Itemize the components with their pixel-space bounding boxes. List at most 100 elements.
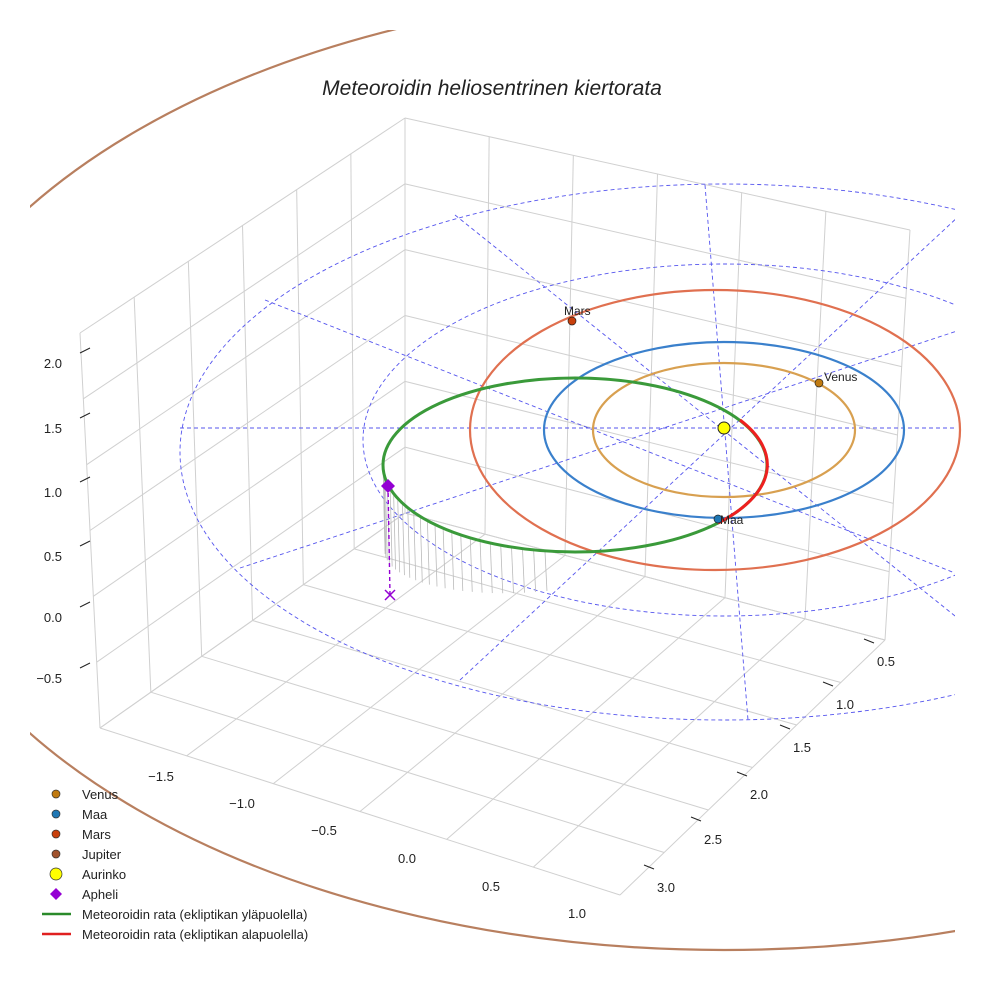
drop-line xyxy=(419,516,423,583)
y-tick-label: 2.0 xyxy=(750,787,768,802)
x-tick-label: −0.5 xyxy=(311,823,337,838)
z-tick xyxy=(79,662,91,669)
z-tick xyxy=(79,476,91,483)
planet-venus xyxy=(814,378,824,388)
y-tick-label: 1.5 xyxy=(793,740,811,755)
orbit-mars xyxy=(468,288,962,572)
z-tick-label: −0.5 xyxy=(36,671,62,686)
x-tick-label: −1.5 xyxy=(148,769,174,784)
aphelion-projection-marker xyxy=(384,589,396,601)
grid-line xyxy=(150,691,665,853)
axes-grid xyxy=(79,117,911,896)
reference-circle xyxy=(362,263,984,617)
grid-line xyxy=(99,727,621,896)
drop-line xyxy=(407,507,411,578)
drop-line xyxy=(397,498,401,573)
legend-label: Meteoroidin rata (ekliptikan alapuolella… xyxy=(82,927,308,942)
drop-line xyxy=(489,543,493,594)
meteoroid-orbit-above xyxy=(381,376,769,554)
y-tick xyxy=(643,864,655,870)
y-tick-label: 1.0 xyxy=(836,697,854,712)
clip-right xyxy=(955,0,984,984)
drop-line xyxy=(426,520,430,585)
grid-line xyxy=(884,229,911,641)
y-tick-label: 2.5 xyxy=(704,832,722,847)
x-tick-label: 0.0 xyxy=(398,851,416,866)
z-tick-label: 0.5 xyxy=(44,549,62,564)
z-tick xyxy=(79,601,91,608)
drop-line xyxy=(384,478,388,561)
grid-line xyxy=(96,446,406,663)
z-tick-label: 0.0 xyxy=(44,610,62,625)
legend-marker xyxy=(51,809,61,819)
label-maa: Maa xyxy=(720,513,744,527)
grid-line xyxy=(350,153,355,549)
drop-line xyxy=(434,524,438,587)
grid-line xyxy=(93,380,406,597)
legend-label: Apheli xyxy=(82,887,118,902)
drop-line xyxy=(469,537,473,592)
drop-line xyxy=(413,512,417,581)
legend-marker xyxy=(51,849,61,859)
planet-maa xyxy=(713,514,723,524)
legend-marker xyxy=(49,867,63,881)
legend-label: Venus xyxy=(82,787,119,802)
grid-line xyxy=(99,512,406,729)
meteoroid-orbit-below xyxy=(717,418,769,525)
y-tick xyxy=(822,681,834,687)
grid-line xyxy=(532,618,806,868)
z-tick-label: 1.5 xyxy=(44,421,62,436)
z-tick xyxy=(79,540,91,547)
chart-title: Meteoroidin heliosentrinen kiertorata xyxy=(322,77,662,100)
grid-line xyxy=(619,639,886,896)
legend-label: Maa xyxy=(82,807,108,822)
orbit-jupiter xyxy=(0,0,984,951)
drop-line xyxy=(544,550,548,591)
x-tick-label: 1.0 xyxy=(568,906,586,921)
legend-label: Mars xyxy=(82,827,111,842)
z-tick xyxy=(79,412,91,419)
orbit-maa xyxy=(542,340,906,520)
reference-radial xyxy=(704,184,749,721)
clip-bottom xyxy=(0,955,984,984)
z-tick xyxy=(79,347,91,354)
drop-line xyxy=(500,545,504,594)
aphelion-marker xyxy=(381,479,395,493)
clip-top xyxy=(0,0,984,30)
y-tick xyxy=(736,771,748,777)
reference-circle xyxy=(179,183,984,721)
label-mars: Mars xyxy=(564,304,591,318)
ticks: 2.0 1.5 1.0 0.5 0.0 −0.5 −1.5 −1.0 −0.5 0.0 0.5 1.0… xyxy=(36,347,895,921)
legend-label: Aurinko xyxy=(82,867,126,882)
z-tick-label: 1.0 xyxy=(44,485,62,500)
clip-left xyxy=(0,0,30,984)
reference-radial xyxy=(454,214,961,621)
reference-radial xyxy=(459,214,961,681)
legend-label: Meteoroidin rata (ekliptikan yläpuolella… xyxy=(82,907,307,922)
legend: Venus Maa Mars Jupiter Aurinko Apheli Meteoroi… xyxy=(42,787,308,942)
drop-line xyxy=(402,503,405,576)
reference-radial xyxy=(264,299,961,576)
drop-line xyxy=(442,528,446,589)
grid-line xyxy=(296,189,304,585)
y-tick xyxy=(690,816,702,822)
planet-mars xyxy=(567,316,577,326)
legend-marker xyxy=(51,829,61,839)
sun-marker xyxy=(717,421,731,435)
y-tick xyxy=(863,638,875,644)
legend-label: Jupiter xyxy=(82,847,122,862)
drop-line xyxy=(511,547,514,594)
x-tick-label: −1.0 xyxy=(229,796,255,811)
grid-line xyxy=(89,315,406,531)
z-tick-label: 2.0 xyxy=(44,356,62,371)
legend-marker xyxy=(50,888,62,900)
y-tick xyxy=(779,724,791,730)
x-tick-label: 0.5 xyxy=(482,879,500,894)
drop-line xyxy=(393,493,396,570)
orbit-venus xyxy=(591,361,857,499)
drop-line xyxy=(533,549,537,592)
reference-radial xyxy=(239,329,961,569)
